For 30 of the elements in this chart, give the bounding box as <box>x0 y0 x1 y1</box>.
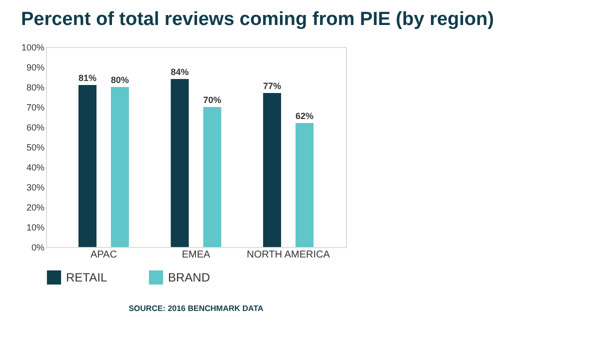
y-tick-label: 0% <box>31 242 44 252</box>
y-tick-label: 30% <box>26 182 44 192</box>
y-tick-label: 80% <box>26 82 44 92</box>
source-note: SOURCE: 2016 BENCHMARK DATA <box>128 304 264 313</box>
y-tick-label: 70% <box>26 102 44 112</box>
data-label: 84% <box>170 67 189 77</box>
chart-title: Percent of total reviews coming from PIE (by region) <box>20 9 494 30</box>
y-tick-label: 90% <box>26 62 44 72</box>
data-label: 70% <box>203 95 222 105</box>
data-label: 80% <box>110 75 129 85</box>
y-tick-label: 40% <box>26 162 44 172</box>
bar <box>78 85 96 247</box>
data-label: 81% <box>78 73 96 83</box>
x-tick-label: APAC <box>90 250 117 260</box>
y-tick-label: 10% <box>26 222 44 232</box>
x-tick-label: NORTH AMERICA <box>246 250 330 260</box>
bar <box>296 123 314 247</box>
bar <box>170 79 189 247</box>
legend-label: BRAND <box>168 270 210 284</box>
y-tick-label: 20% <box>26 202 44 212</box>
x-tick-label: EMEA <box>182 250 210 260</box>
bar <box>203 107 222 247</box>
y-tick-label: 50% <box>26 142 44 152</box>
data-label: 62% <box>296 111 314 121</box>
y-tick-label: 100% <box>21 42 44 52</box>
legend-label: RETAIL <box>66 270 108 284</box>
bar <box>263 93 282 247</box>
data-label: 77% <box>263 81 282 91</box>
y-tick-label: 60% <box>26 122 44 132</box>
bar <box>110 87 129 247</box>
